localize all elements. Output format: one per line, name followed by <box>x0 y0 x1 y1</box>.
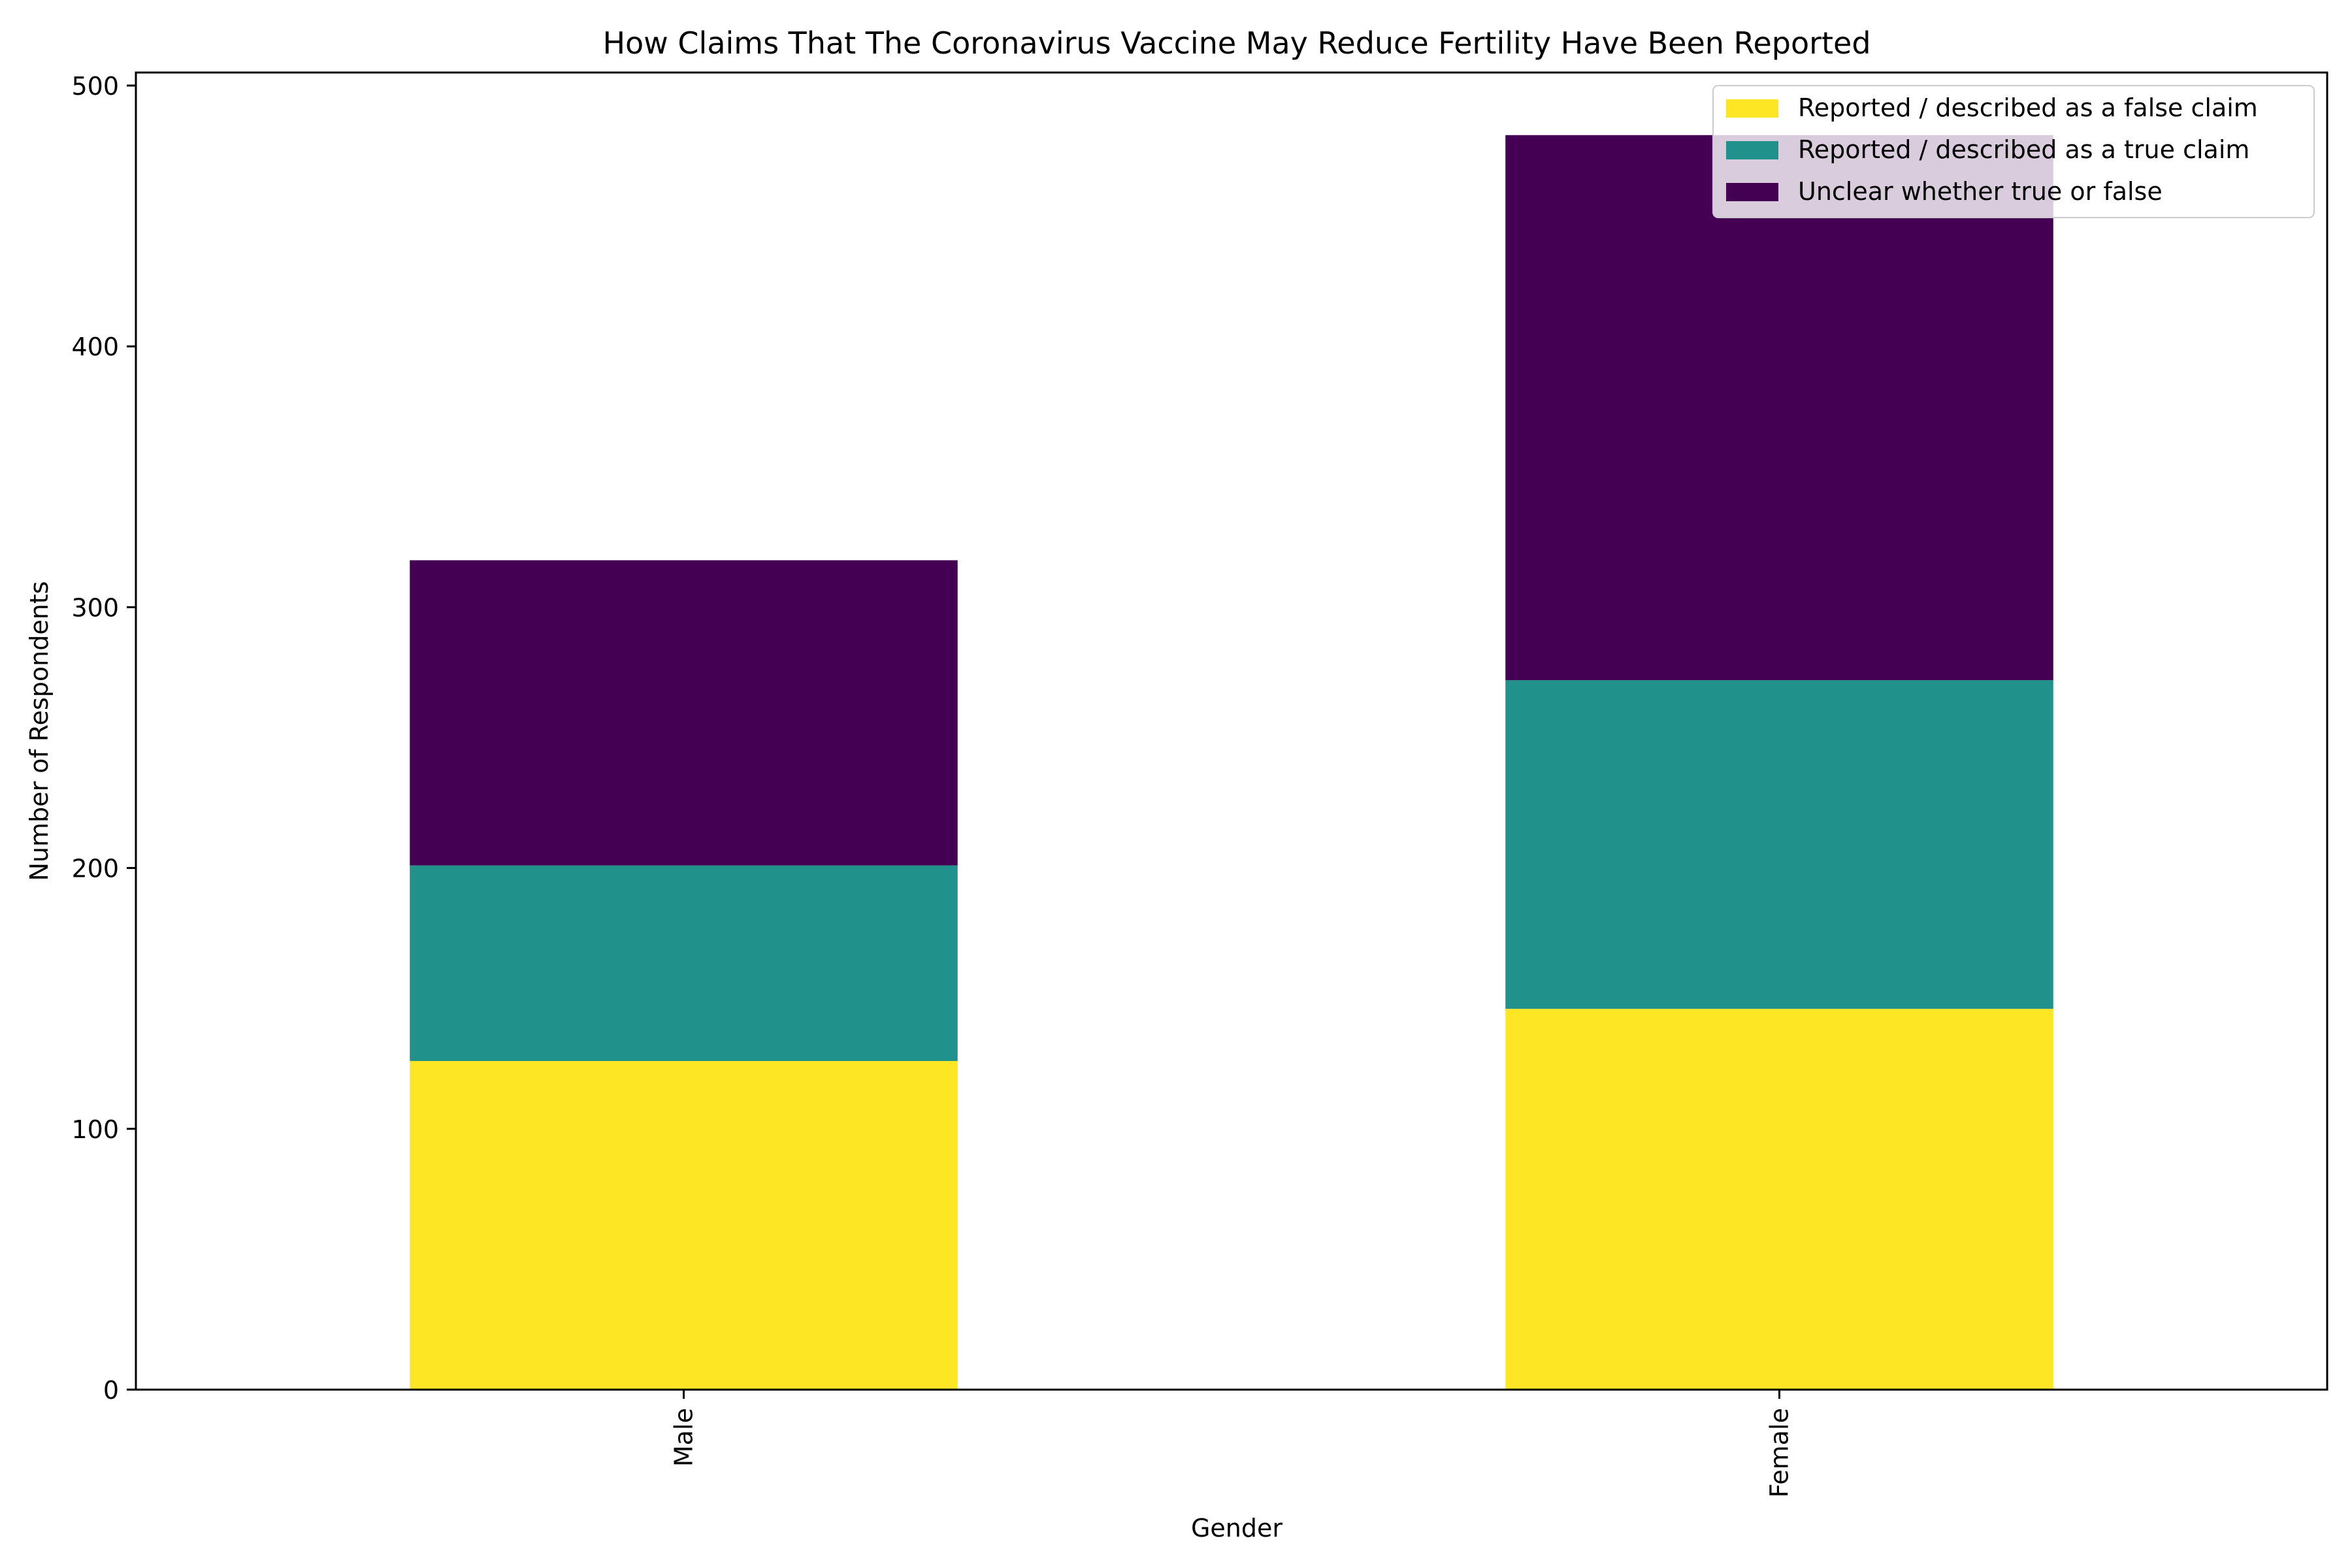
x-axis-label: Gender <box>1191 1514 1282 1543</box>
bar-female-series-1 <box>1505 1009 2053 1390</box>
legend: Reported / described as a false claim Rep… <box>1712 85 2315 218</box>
bar-female-series-3 <box>1505 135 2053 681</box>
x-axis: Male Female <box>670 1390 1794 1497</box>
bar-male-series-3 <box>410 560 958 866</box>
y-axis-label: Number of Respondents <box>25 581 54 881</box>
legend-label: Unclear whether true or false <box>1798 177 2163 206</box>
y-tick-label: 0 <box>103 1376 119 1405</box>
legend-label: Reported / described as a true claim <box>1798 135 2249 164</box>
legend-swatch <box>1726 99 1778 118</box>
legend-label: Reported / described as a false claim <box>1798 93 2258 122</box>
y-axis: 0 100 200 300 400 500 <box>71 72 136 1405</box>
legend-swatch <box>1726 141 1778 159</box>
y-tick-label: 500 <box>71 72 119 101</box>
y-tick-label: 400 <box>71 333 119 361</box>
bars-layer <box>410 135 2053 1390</box>
bar-female-series-2 <box>1505 680 2053 1009</box>
chart-title: How Claims That The Coronavirus Vaccine … <box>602 25 1870 61</box>
plot-frame <box>135 71 2328 1391</box>
y-tick-label: 200 <box>71 855 119 883</box>
x-tick-label-male: Male <box>670 1408 698 1467</box>
legend-swatch <box>1726 183 1778 201</box>
y-tick-label: 100 <box>71 1115 119 1144</box>
y-tick-label: 300 <box>71 593 119 622</box>
bar-male-series-1 <box>410 1060 958 1390</box>
x-tick-label-female: Female <box>1765 1408 1794 1497</box>
bar-male-series-2 <box>410 865 958 1061</box>
legend-box <box>1712 85 2315 218</box>
